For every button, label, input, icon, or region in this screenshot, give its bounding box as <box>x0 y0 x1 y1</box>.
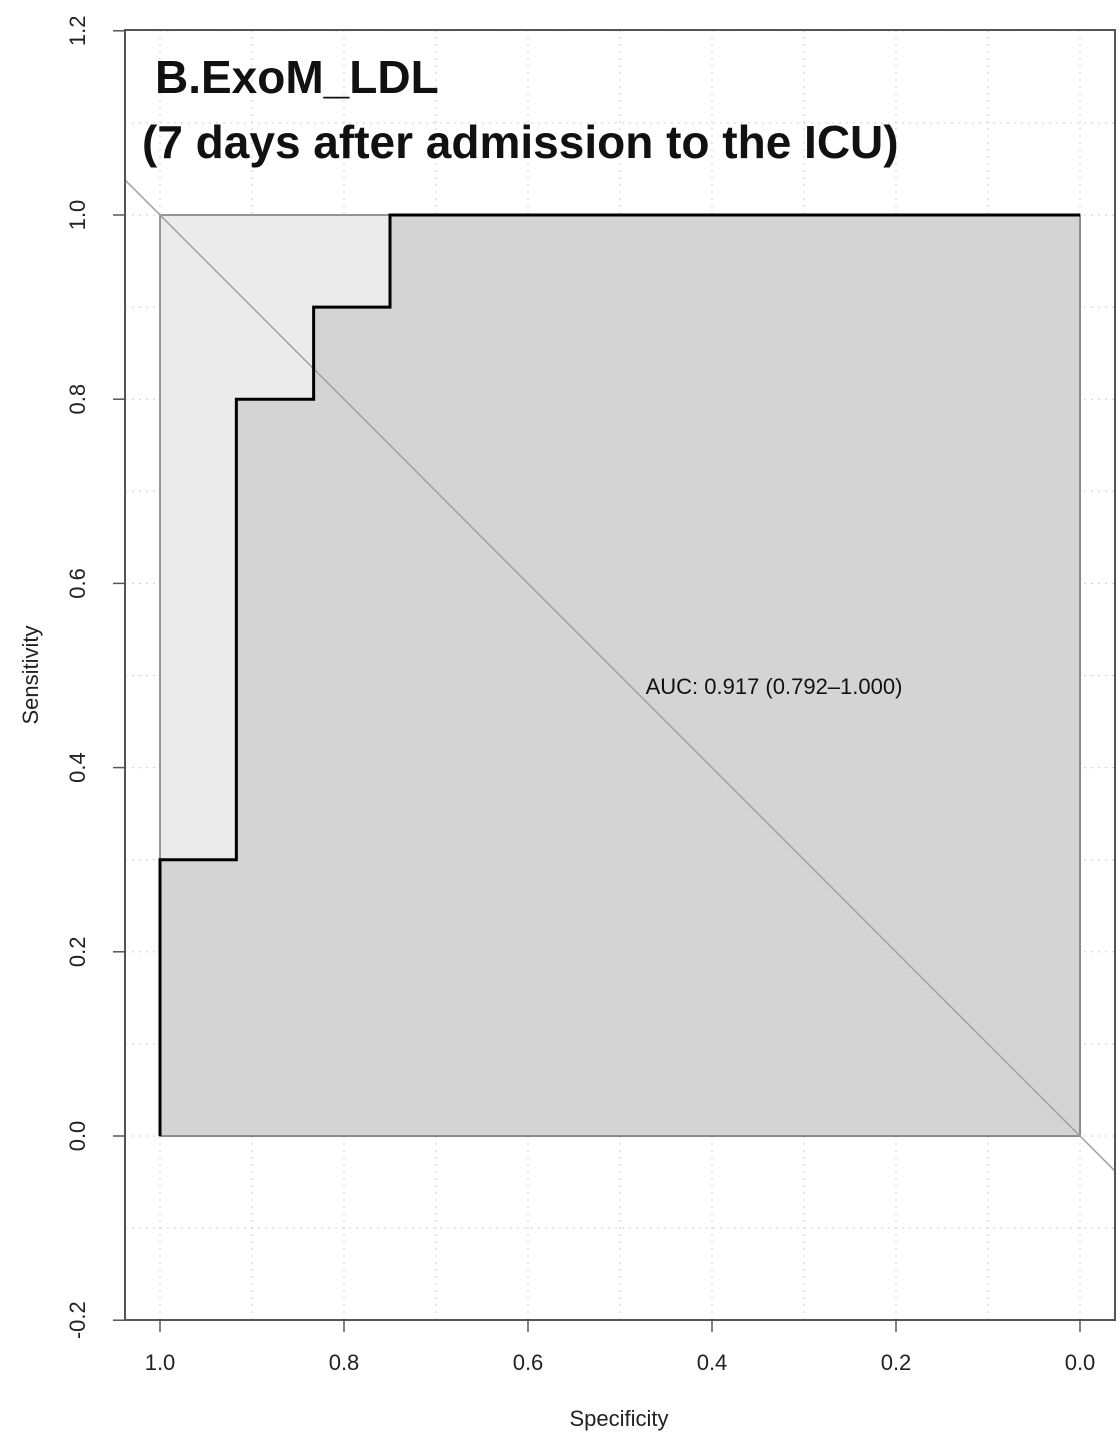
x-tick-label: 0.0 <box>1065 1350 1096 1375</box>
x-axis: 1.0 0.8 0.6 0.4 0.2 0.0 <box>145 1319 1096 1375</box>
y-tick-label: 0.4 <box>65 752 90 783</box>
roc-curve <box>158 213 1080 1136</box>
y-tick-label: 0.0 <box>65 1121 90 1152</box>
y-tick-label: 1.0 <box>65 200 90 231</box>
y-tick-label: 1.2 <box>65 16 90 47</box>
chance-diagonal-line <box>124 179 1116 1172</box>
y-axis-title: Sensitivity <box>18 625 43 724</box>
y-tick-label: 0.8 <box>65 384 90 415</box>
roc-curve-layer <box>158 213 1080 1136</box>
x-tick-label: 0.6 <box>513 1350 544 1375</box>
x-axis-title: Specificity <box>569 1406 668 1431</box>
y-axis: -0.2 0.0 0.2 0.4 0.6 0.8 1.0 1.2 <box>65 16 126 1339</box>
x-tick-label: 0.8 <box>329 1350 360 1375</box>
chart-title: B.ExoM_LDL <box>155 51 439 103</box>
y-tick-label: 0.2 <box>65 937 90 968</box>
x-tick-label: 0.2 <box>881 1350 912 1375</box>
chance-diagonal <box>124 179 1116 1172</box>
x-tick-label: 1.0 <box>145 1350 176 1375</box>
x-tick-label: 0.4 <box>697 1350 728 1375</box>
y-tick-label: 0.6 <box>65 568 90 599</box>
y-tick-label: -0.2 <box>65 1301 90 1339</box>
chart-subtitle: (7 days after admission to the ICU) <box>142 116 899 168</box>
auc-annotation: AUC: 0.917 (0.792–1.000) <box>646 674 903 699</box>
